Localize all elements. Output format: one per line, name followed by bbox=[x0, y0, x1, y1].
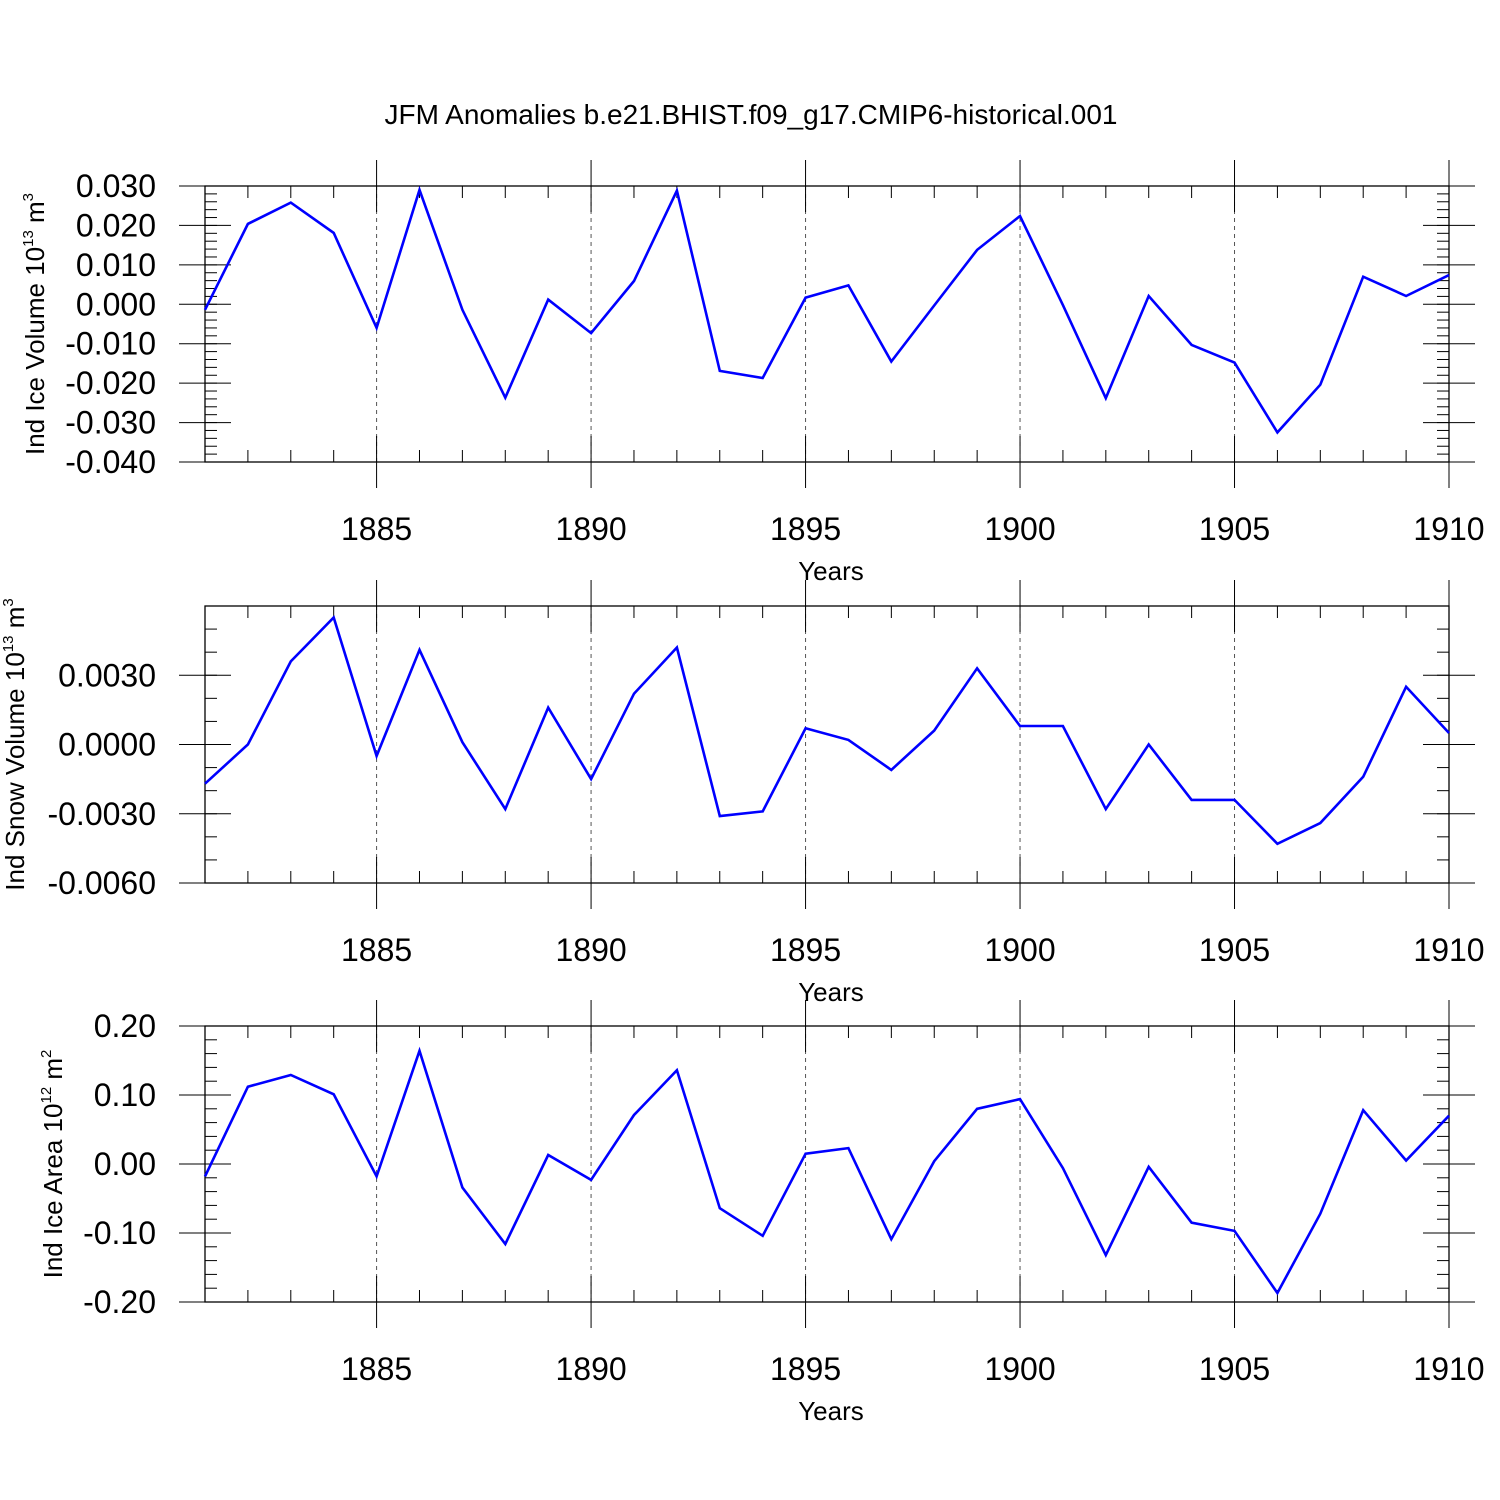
x-tick-label: 1905 bbox=[1199, 932, 1270, 968]
y-axis-title-superscript: 12 bbox=[38, 1087, 55, 1104]
y-axis-title-superscript: 13 bbox=[0, 636, 17, 653]
x-tick-label: 1900 bbox=[984, 932, 1055, 968]
x-tick-label: 1885 bbox=[341, 932, 412, 968]
y-tick-label: -0.0060 bbox=[47, 865, 156, 901]
y-tick-label: 0.020 bbox=[76, 207, 156, 243]
y-axis-title-part: m bbox=[20, 201, 50, 230]
series-line bbox=[203, 1046, 1450, 1296]
y-tick-label: -0.20 bbox=[83, 1284, 156, 1320]
x-tick-label: 1910 bbox=[1413, 932, 1484, 968]
plot-frame bbox=[204, 185, 1450, 463]
panel-1: -0.040-0.030 -0.020-0.010 0.0000.010 0.0200… bbox=[20, 160, 1485, 586]
x-tick-label: 1910 bbox=[1413, 1351, 1484, 1387]
y-axis-title-superscript: 3 bbox=[0, 598, 17, 606]
y-tick-label: -0.0030 bbox=[47, 796, 156, 832]
y-axis-title-superscript: 3 bbox=[20, 193, 37, 201]
series-line bbox=[204, 615, 1450, 846]
x-tick-label: 1905 bbox=[1199, 511, 1270, 547]
x-tick-label: 1895 bbox=[770, 1351, 841, 1387]
x-tick-label: 1900 bbox=[984, 511, 1055, 547]
chart-panels: -0.040-0.030-0.020-0.0100.0000.0100.0200… bbox=[0, 160, 1485, 1426]
x-axis-title: Years bbox=[798, 977, 864, 1007]
y-tick-label: 0.0000 bbox=[58, 727, 156, 763]
y-tick-label: 0.010 bbox=[76, 247, 156, 283]
x-tick-label: 1890 bbox=[555, 932, 626, 968]
y-axis-title-superscript: 13 bbox=[20, 230, 37, 247]
plot-frame bbox=[204, 605, 1450, 884]
y-tick-label: 0.00 bbox=[94, 1146, 156, 1182]
x-tick-label: 1905 bbox=[1199, 1351, 1270, 1387]
x-tick-label: 1885 bbox=[341, 511, 412, 547]
y-tick-label: 0.0030 bbox=[58, 657, 156, 693]
y-tick-label: -0.020 bbox=[65, 365, 156, 401]
x-tick-label: 1910 bbox=[1413, 511, 1484, 547]
y-axis-title: Ind Ice Area 1012 m2 bbox=[38, 1050, 68, 1279]
x-tick-label: 1900 bbox=[984, 1351, 1055, 1387]
panel-2: -0.0060 -0.0030 0.0000 0.0030 1885 1890 1895 19… bbox=[0, 580, 1485, 1007]
y-axis-title-part: Ind Snow Volume 10 bbox=[0, 652, 30, 891]
x-tick-label: 1890 bbox=[555, 1351, 626, 1387]
y-tick-label: -0.040 bbox=[65, 444, 156, 480]
y-axis-title-part: m bbox=[38, 1058, 68, 1087]
y-axis-title-part: Ind Ice Volume 10 bbox=[20, 247, 50, 455]
x-tick-label: 1895 bbox=[770, 932, 841, 968]
x-axis-title: Years bbox=[798, 1396, 864, 1426]
x-tick-label: 1895 bbox=[770, 511, 841, 547]
y-tick-label: 0.20 bbox=[94, 1008, 156, 1044]
panel-3: -0.20 -0.10 0.00 0.10 0.20 1885 1890 1895 1900 19… bbox=[38, 1000, 1485, 1426]
x-tick-label: 1885 bbox=[341, 1351, 412, 1387]
x-tick-label: 1890 bbox=[555, 511, 626, 547]
y-axis-title-part: Ind Ice Area 10 bbox=[38, 1104, 68, 1279]
y-tick-label: 0.10 bbox=[94, 1077, 156, 1113]
y-tick-label: 0.000 bbox=[76, 286, 156, 322]
x-axis-title: Years bbox=[798, 556, 864, 586]
plot-frame bbox=[204, 1025, 1450, 1303]
y-axis-title: Ind Snow Volume 1013 m3 bbox=[0, 598, 30, 890]
y-tick-label: 0.030 bbox=[76, 168, 156, 204]
y-tick-label: -0.10 bbox=[83, 1215, 156, 1251]
y-axis-title-superscript: 2 bbox=[38, 1050, 55, 1058]
chart-title: JFM Anomalies b.e21.BHIST.f09_g17.CMIP6-… bbox=[384, 99, 1117, 130]
y-axis-title: Ind Ice Volume 1013 m3 bbox=[20, 193, 50, 455]
y-axis-title-part: m bbox=[0, 607, 30, 636]
y-tick-label: -0.010 bbox=[65, 326, 156, 362]
series-line bbox=[203, 185, 1450, 435]
y-tick-label: -0.030 bbox=[65, 405, 156, 441]
